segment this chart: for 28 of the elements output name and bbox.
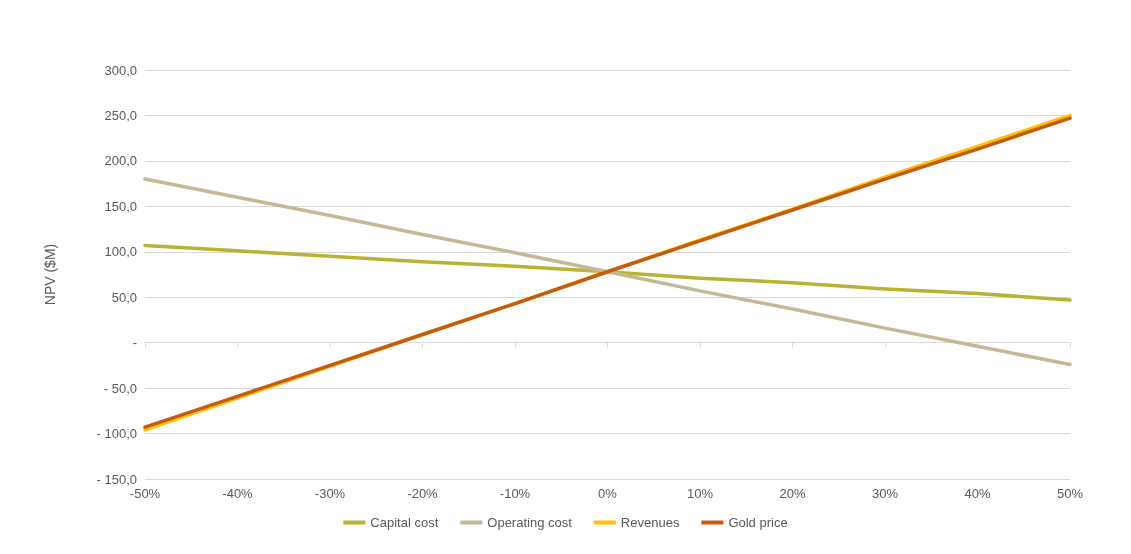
x-tick-label: -10% [499, 486, 531, 501]
x-tick-label: -30% [314, 486, 346, 501]
x-tick-label: 30% [871, 486, 899, 501]
y-tick-label: - 50,0 [103, 380, 137, 396]
line-series [143, 177, 1072, 367]
line-series [143, 243, 1072, 302]
y-tick-label: 150,0 [104, 198, 137, 214]
x-tick-label: -50% [129, 486, 161, 501]
y-tick-label: 50,0 [111, 289, 137, 305]
x-tick-label: 0% [598, 486, 618, 501]
x-tick-label: -20% [407, 486, 439, 501]
x-tick-label: -40% [222, 486, 254, 501]
y-tick-label: - [132, 335, 137, 351]
legend-label: Operating cost [487, 515, 573, 530]
y-tick-label: 100,0 [104, 244, 137, 260]
legend-label: Revenues [620, 515, 680, 530]
legend-label: Capital cost [370, 515, 439, 530]
y-axis-title: NPV ($M) [42, 243, 58, 306]
y-tick-label: 250,0 [104, 107, 137, 123]
y-tick-label: 200,0 [104, 153, 137, 169]
x-tick-label: 10% [686, 486, 714, 501]
x-tick-label: 40% [964, 486, 991, 501]
y-tick-label: 300,0 [104, 62, 137, 78]
legend-label: Gold price [728, 515, 788, 530]
x-tick-label: 20% [779, 486, 806, 501]
y-tick-label: - 100,0 [96, 426, 137, 442]
x-tick-label: 50% [1056, 486, 1084, 501]
y-tick-label: - 150,0 [96, 471, 137, 487]
